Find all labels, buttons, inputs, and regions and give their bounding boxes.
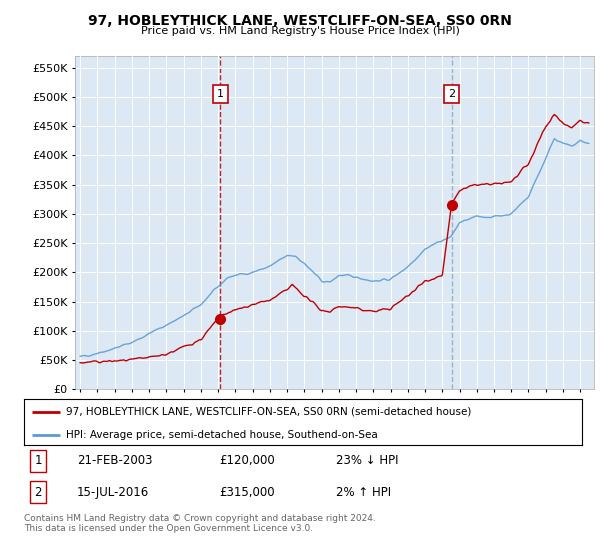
Text: Price paid vs. HM Land Registry's House Price Index (HPI): Price paid vs. HM Land Registry's House …: [140, 26, 460, 36]
Text: HPI: Average price, semi-detached house, Southend-on-Sea: HPI: Average price, semi-detached house,…: [66, 430, 377, 440]
Text: 97, HOBLEYTHICK LANE, WESTCLIFF-ON-SEA, SS0 0RN (semi-detached house): 97, HOBLEYTHICK LANE, WESTCLIFF-ON-SEA, …: [66, 407, 471, 417]
Text: £315,000: £315,000: [220, 486, 275, 498]
Text: 15-JUL-2016: 15-JUL-2016: [77, 486, 149, 498]
Text: 97, HOBLEYTHICK LANE, WESTCLIFF-ON-SEA, SS0 0RN: 97, HOBLEYTHICK LANE, WESTCLIFF-ON-SEA, …: [88, 14, 512, 28]
Text: Contains HM Land Registry data © Crown copyright and database right 2024.
This d: Contains HM Land Registry data © Crown c…: [24, 514, 376, 534]
Text: 1: 1: [217, 89, 224, 99]
Text: 21-FEB-2003: 21-FEB-2003: [77, 454, 152, 468]
Text: 2: 2: [448, 89, 455, 99]
Text: 1: 1: [34, 454, 42, 468]
Text: 2: 2: [34, 486, 42, 498]
Text: £120,000: £120,000: [220, 454, 275, 468]
Text: 23% ↓ HPI: 23% ↓ HPI: [337, 454, 399, 468]
Text: 2% ↑ HPI: 2% ↑ HPI: [337, 486, 392, 498]
